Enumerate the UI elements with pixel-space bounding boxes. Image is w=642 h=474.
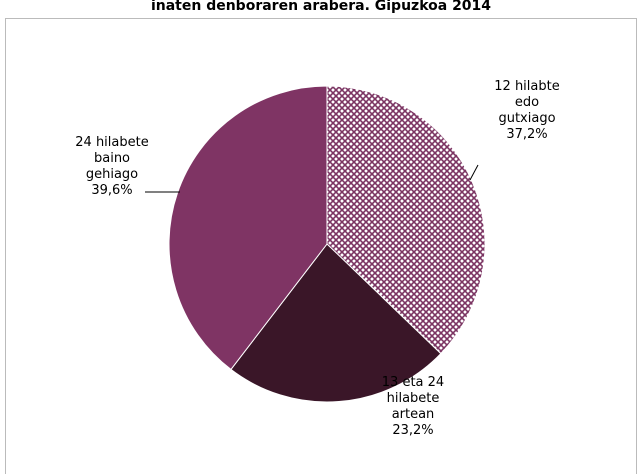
slice-label-line: 12 hilabte bbox=[494, 79, 559, 94]
pie-slice bbox=[326, 85, 486, 355]
slice-value-label: 23,2% bbox=[392, 423, 433, 438]
slice-label-line: gutxiago bbox=[498, 111, 555, 126]
pie-slice bbox=[230, 243, 442, 403]
slice-label: 13 eta 24 hilabete artean 23,2% bbox=[382, 375, 444, 438]
slice-value-label: 39,6% bbox=[91, 183, 132, 198]
leader-line bbox=[469, 164, 479, 181]
chart-title: inaten denboraren arabera. Gipuzkoa 2014 bbox=[151, 0, 491, 14]
slice-label-line: baino bbox=[94, 151, 130, 166]
slice-value-label: 37,2% bbox=[506, 127, 547, 142]
slice-label-line: 13 eta 24 bbox=[382, 375, 444, 390]
slice-label: 24 hilabete baino gehiago 39,6% bbox=[75, 135, 148, 198]
slice-label-line: 24 hilabete bbox=[75, 135, 148, 150]
slice-label-line: artean bbox=[392, 407, 435, 422]
slice-label: 12 hilabte edo gutxiago 37,2% bbox=[494, 79, 559, 142]
pie-slice bbox=[168, 85, 328, 371]
slice-label-line: edo bbox=[515, 95, 539, 110]
slice-label-line: gehiago bbox=[86, 167, 138, 182]
slice-label-line: hilabete bbox=[387, 391, 440, 406]
